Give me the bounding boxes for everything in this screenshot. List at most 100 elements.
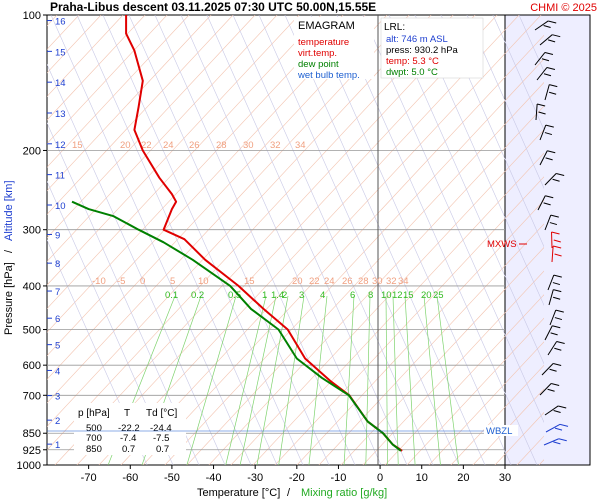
x-tick-label: 10 xyxy=(416,472,428,484)
y-axis-title-sep: / xyxy=(3,249,15,253)
wind-barb-feather xyxy=(556,173,565,177)
isotherm-line xyxy=(318,223,544,465)
table-cell: 0.7 xyxy=(156,444,169,455)
isotherm-label: 20 xyxy=(292,276,303,287)
mixing-ratio-label: 1.4 xyxy=(271,290,284,301)
wind-barb-feather xyxy=(547,39,556,43)
isotherm-label: 24 xyxy=(163,140,174,151)
mixing-ratio-label: 3 xyxy=(299,290,304,301)
y-axis-ticks: 100 200 300 400 500 600 700 850 925 1000 xyxy=(17,10,47,472)
mixing-ratio-line xyxy=(186,295,237,465)
isotherm-line xyxy=(120,15,542,465)
mixing-ratio-line xyxy=(423,295,441,465)
wind-barb-staff xyxy=(549,309,557,326)
wind-barb-feather xyxy=(552,178,560,182)
wind-barb-feather xyxy=(554,427,563,431)
isotherm-label: 22 xyxy=(309,276,320,287)
isotherm-label: 15 xyxy=(72,140,83,151)
wind-barb-staff xyxy=(535,104,538,121)
wind-panel xyxy=(504,14,591,466)
isotherm-line xyxy=(54,15,476,465)
mixing-ratio-label: 2 xyxy=(282,290,287,301)
isotherm-line xyxy=(47,15,124,97)
wind-barb-staff xyxy=(547,341,558,356)
mixing-ratio-line xyxy=(365,295,371,465)
wind-barb-staff xyxy=(544,214,552,231)
isotherm-line xyxy=(47,15,256,239)
x-tick-label: -40 xyxy=(206,472,222,484)
table-header-td: Td [°C] xyxy=(146,408,177,419)
isotherm-label: 34 xyxy=(398,276,409,287)
background-labels: 15 20 22 24 26 28 30 32 34-10 -5 0 5 10 15 20 22 24 26 28 3… xyxy=(72,140,444,301)
wind-barb-feather xyxy=(549,222,558,226)
lrl-temp: temp: 5.3 °C xyxy=(386,56,439,67)
mixing-ratio-line xyxy=(308,295,328,465)
isotherm-line xyxy=(47,15,454,451)
mixing-ratio-label: 6 xyxy=(350,290,355,301)
mixing-ratio-label: 4 xyxy=(320,290,325,301)
altitude-tick-label: 7 xyxy=(55,287,60,298)
dry-adiabat-line xyxy=(388,15,544,365)
dry-adiabat-line xyxy=(258,15,460,465)
altitude-tick-label: 8 xyxy=(55,259,60,270)
wind-barb-staff xyxy=(536,67,548,81)
mixing-ratio-label: 0.5 xyxy=(228,290,241,301)
wind-barb-staff xyxy=(544,84,550,101)
isotherm-line xyxy=(164,58,544,465)
isotherm-label: 30 xyxy=(243,140,254,151)
wind-barb-feather xyxy=(549,91,557,95)
wind-barb-staff xyxy=(534,20,549,31)
mixing-ratio-label: 10 xyxy=(381,290,392,301)
isotherm-line xyxy=(47,15,322,310)
wind-barb-feather xyxy=(559,423,569,427)
legend-temperature: temperature xyxy=(298,37,349,48)
dry-adiabat-line xyxy=(47,122,200,465)
y-tick-label: 500 xyxy=(23,325,41,337)
lrl-press: press: 930.2 hPa xyxy=(386,45,459,56)
wind-barb-feather xyxy=(544,51,554,55)
dry-adiabat-line xyxy=(284,15,486,465)
altitude-tick-label: 10 xyxy=(55,201,66,212)
wind-barb-feather xyxy=(552,34,561,38)
mixing-ratio-line xyxy=(436,295,459,465)
isotherm-label: 32 xyxy=(270,140,281,151)
dry-adiabat-line xyxy=(47,239,148,465)
isotherm-label: 20 xyxy=(120,140,131,151)
isotherm-line xyxy=(47,15,344,333)
isotherm-line xyxy=(274,176,544,465)
legend-dew-point: dew point xyxy=(298,59,339,70)
wind-barb-feather xyxy=(551,231,560,235)
x-tick-label: -50 xyxy=(164,472,180,484)
isotherm-line xyxy=(47,15,410,404)
isotherm-line xyxy=(384,294,544,465)
x-tick-label: -10 xyxy=(331,472,347,484)
wind-barb-feather xyxy=(556,341,565,345)
wind-barb-feather xyxy=(547,388,555,392)
altitude-tick-label: 11 xyxy=(55,171,65,182)
table-cell: 850 xyxy=(86,444,102,455)
isotherm-label: -10 xyxy=(92,276,106,287)
altitude-tick-label: 3 xyxy=(55,392,60,403)
x-tick-label: 30 xyxy=(499,472,511,484)
wind-barb-feather xyxy=(550,214,559,218)
isotherm-line xyxy=(47,15,366,357)
table-cell: -7.5 xyxy=(153,433,169,444)
isotherm-label: 22 xyxy=(141,140,152,151)
wind-barb-staff xyxy=(544,173,557,186)
table-header-p: p [hPa] xyxy=(78,408,110,419)
wind-barb-feather xyxy=(553,245,562,249)
table-cell: -24.4 xyxy=(150,423,172,434)
lrl-box: LRL: alt: 746 m ASL press: 930.2 hPa tem… xyxy=(380,17,484,79)
plot-area xyxy=(46,14,506,466)
dry-adiabat-line xyxy=(180,15,382,465)
table-cell: 0.7 xyxy=(122,444,135,455)
y-tick-label: 1000 xyxy=(17,460,41,472)
altitude-tick-label: 5 xyxy=(55,341,60,352)
wind-barb-feather xyxy=(551,383,560,387)
wind-barb-feather xyxy=(554,347,562,351)
wind-barb-feather xyxy=(553,296,561,300)
mixing-ratio-label: 25 xyxy=(433,290,444,301)
altitude-tick-label: 14 xyxy=(55,78,66,89)
wind-barb-feather xyxy=(537,103,546,107)
